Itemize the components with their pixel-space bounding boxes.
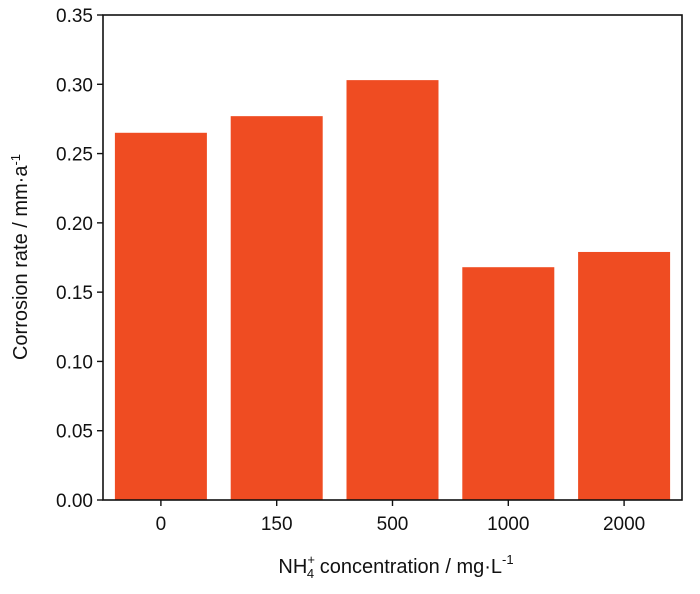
x-tick-label-150: 150 <box>261 514 293 535</box>
x-axis-title-sub-4: 4 <box>307 566 314 581</box>
y-tick-label-0.30: 0.30 <box>56 75 93 96</box>
bar-2000 <box>578 251 671 500</box>
plot-frame <box>102 14 683 501</box>
x-axis-title-prefix: NH <box>278 556 307 578</box>
x-axis-title-sup-plus: + <box>307 552 315 567</box>
y-axis-title-main: Corrosion rate / mm·a <box>10 165 32 360</box>
bar-500 <box>346 80 439 500</box>
y-tick-label-0.00: 0.00 <box>56 491 93 512</box>
y-ticks-group: 0.00 0.05 0.10 0.15 0.20 0.25 0.30 0.35 <box>56 6 103 512</box>
bars-group <box>114 80 671 501</box>
bar-150 <box>230 116 323 501</box>
x-tick-label-2000: 2000 <box>603 514 645 535</box>
y-tick-label-0.10: 0.10 <box>56 352 93 373</box>
x-ticks-group: 0 150 500 1000 2000 <box>156 500 645 535</box>
y-tick-label-0.35: 0.35 <box>56 6 93 27</box>
y-tick-label-0.25: 0.25 <box>56 145 93 166</box>
bar-1000 <box>462 267 555 500</box>
bar-0 <box>114 132 207 501</box>
x-tick-label-1000: 1000 <box>487 514 529 535</box>
y-tick-label-0.05: 0.05 <box>56 422 93 443</box>
y-tick-label-0.20: 0.20 <box>56 214 93 235</box>
y-axis-title: Corrosion rate / mm·a-1 <box>8 154 33 360</box>
x-axis-title-sup-minus1: -1 <box>502 552 514 567</box>
x-tick-label-0: 0 <box>156 514 167 535</box>
x-axis-title-rest: concentration / mg·L <box>314 556 502 578</box>
x-axis-title: NH+ 4 concentration / mg·L-1 <box>278 552 513 581</box>
x-tick-label-500: 500 <box>377 514 409 535</box>
y-axis-title-sup: -1 <box>8 154 23 166</box>
y-tick-label-0.15: 0.15 <box>56 283 93 304</box>
